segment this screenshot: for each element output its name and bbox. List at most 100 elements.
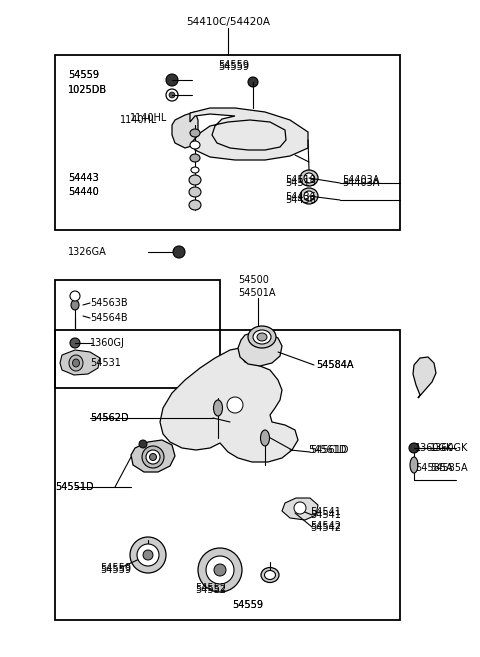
Text: 54551D: 54551D (55, 482, 94, 492)
Text: 1025DB: 1025DB (68, 85, 107, 95)
Text: 54561D: 54561D (308, 445, 347, 455)
Text: 54542: 54542 (310, 523, 341, 533)
Ellipse shape (189, 200, 201, 210)
Text: 54559: 54559 (100, 563, 131, 573)
Circle shape (166, 74, 178, 86)
Text: 54561D: 54561D (310, 445, 348, 455)
Text: 54501A: 54501A (238, 288, 276, 298)
Bar (55, 280, 220, 388)
Ellipse shape (410, 457, 418, 473)
Text: 54440: 54440 (68, 187, 99, 197)
Text: 54552: 54552 (195, 583, 226, 593)
Text: 54585A: 54585A (415, 463, 453, 473)
Text: 54531: 54531 (90, 358, 121, 368)
Ellipse shape (253, 330, 271, 344)
Ellipse shape (300, 188, 318, 204)
Circle shape (409, 443, 419, 453)
Text: 54559: 54559 (100, 565, 131, 575)
Ellipse shape (189, 187, 201, 197)
Ellipse shape (189, 175, 201, 185)
Text: 54559: 54559 (218, 62, 249, 72)
Circle shape (173, 246, 185, 258)
Text: 54559: 54559 (218, 60, 249, 70)
Text: 1360GJ: 1360GJ (90, 338, 125, 348)
Bar (55, 55, 400, 230)
Text: 54500: 54500 (238, 275, 269, 285)
Ellipse shape (214, 400, 223, 416)
Circle shape (70, 291, 80, 301)
Ellipse shape (146, 450, 160, 464)
Text: 54519: 54519 (285, 175, 316, 185)
Polygon shape (238, 332, 282, 366)
Ellipse shape (257, 333, 267, 341)
Circle shape (169, 92, 175, 98)
Text: 54541: 54541 (310, 510, 341, 520)
Circle shape (294, 502, 306, 514)
Ellipse shape (149, 453, 156, 461)
Text: 54562D: 54562D (90, 413, 129, 423)
Text: 54584A: 54584A (316, 360, 353, 370)
Ellipse shape (300, 170, 318, 186)
Text: 54403A: 54403A (342, 178, 379, 188)
Polygon shape (413, 357, 436, 398)
Text: 54563B: 54563B (90, 298, 128, 308)
Text: 54559: 54559 (68, 70, 99, 80)
Polygon shape (190, 108, 308, 160)
Ellipse shape (304, 173, 314, 183)
Circle shape (248, 77, 258, 87)
Ellipse shape (190, 129, 200, 137)
Text: 54584A: 54584A (316, 360, 353, 370)
Bar (55, 330, 400, 620)
Text: 54443: 54443 (68, 173, 99, 183)
Polygon shape (60, 350, 100, 375)
Text: 54403A: 54403A (342, 175, 379, 185)
Ellipse shape (71, 300, 79, 310)
Ellipse shape (191, 167, 199, 173)
Circle shape (139, 440, 147, 448)
Text: 54443: 54443 (68, 173, 99, 183)
Text: 54551D: 54551D (55, 482, 94, 492)
Text: 54559: 54559 (232, 600, 263, 610)
Ellipse shape (142, 446, 164, 468)
Ellipse shape (261, 568, 279, 583)
Text: 54436: 54436 (285, 195, 316, 205)
Ellipse shape (304, 191, 314, 201)
Circle shape (137, 544, 159, 566)
Ellipse shape (72, 359, 80, 367)
Circle shape (206, 556, 234, 584)
Text: 54519: 54519 (285, 178, 316, 188)
Polygon shape (282, 498, 318, 520)
Circle shape (166, 89, 178, 101)
Text: 54542: 54542 (310, 521, 341, 531)
Text: 1140HL: 1140HL (120, 115, 157, 125)
Circle shape (214, 564, 226, 576)
Polygon shape (131, 440, 175, 472)
Text: 1140HL: 1140HL (130, 113, 168, 123)
Text: 54440: 54440 (68, 187, 99, 197)
Text: 1360GK: 1360GK (430, 443, 468, 453)
Circle shape (130, 537, 166, 573)
Text: 1025DB: 1025DB (68, 85, 107, 95)
Text: 54552: 54552 (195, 585, 226, 595)
Polygon shape (160, 348, 298, 462)
Text: 54559: 54559 (232, 600, 263, 610)
Ellipse shape (69, 355, 83, 371)
Text: 1360GK: 1360GK (415, 443, 454, 453)
Text: 54436: 54436 (285, 192, 316, 202)
Text: 54410C/54420A: 54410C/54420A (186, 17, 270, 27)
Ellipse shape (264, 570, 276, 579)
Circle shape (143, 550, 153, 560)
Ellipse shape (248, 326, 276, 348)
Ellipse shape (190, 141, 200, 149)
Circle shape (70, 338, 80, 348)
Circle shape (227, 397, 243, 413)
Ellipse shape (261, 430, 269, 446)
Text: 54585A: 54585A (430, 463, 468, 473)
Text: 54562D: 54562D (90, 413, 129, 423)
Polygon shape (172, 112, 198, 148)
Text: 54559: 54559 (68, 70, 99, 80)
Text: 54564B: 54564B (90, 313, 128, 323)
Circle shape (198, 548, 242, 592)
Text: 1326GA: 1326GA (68, 247, 107, 257)
Ellipse shape (190, 154, 200, 162)
